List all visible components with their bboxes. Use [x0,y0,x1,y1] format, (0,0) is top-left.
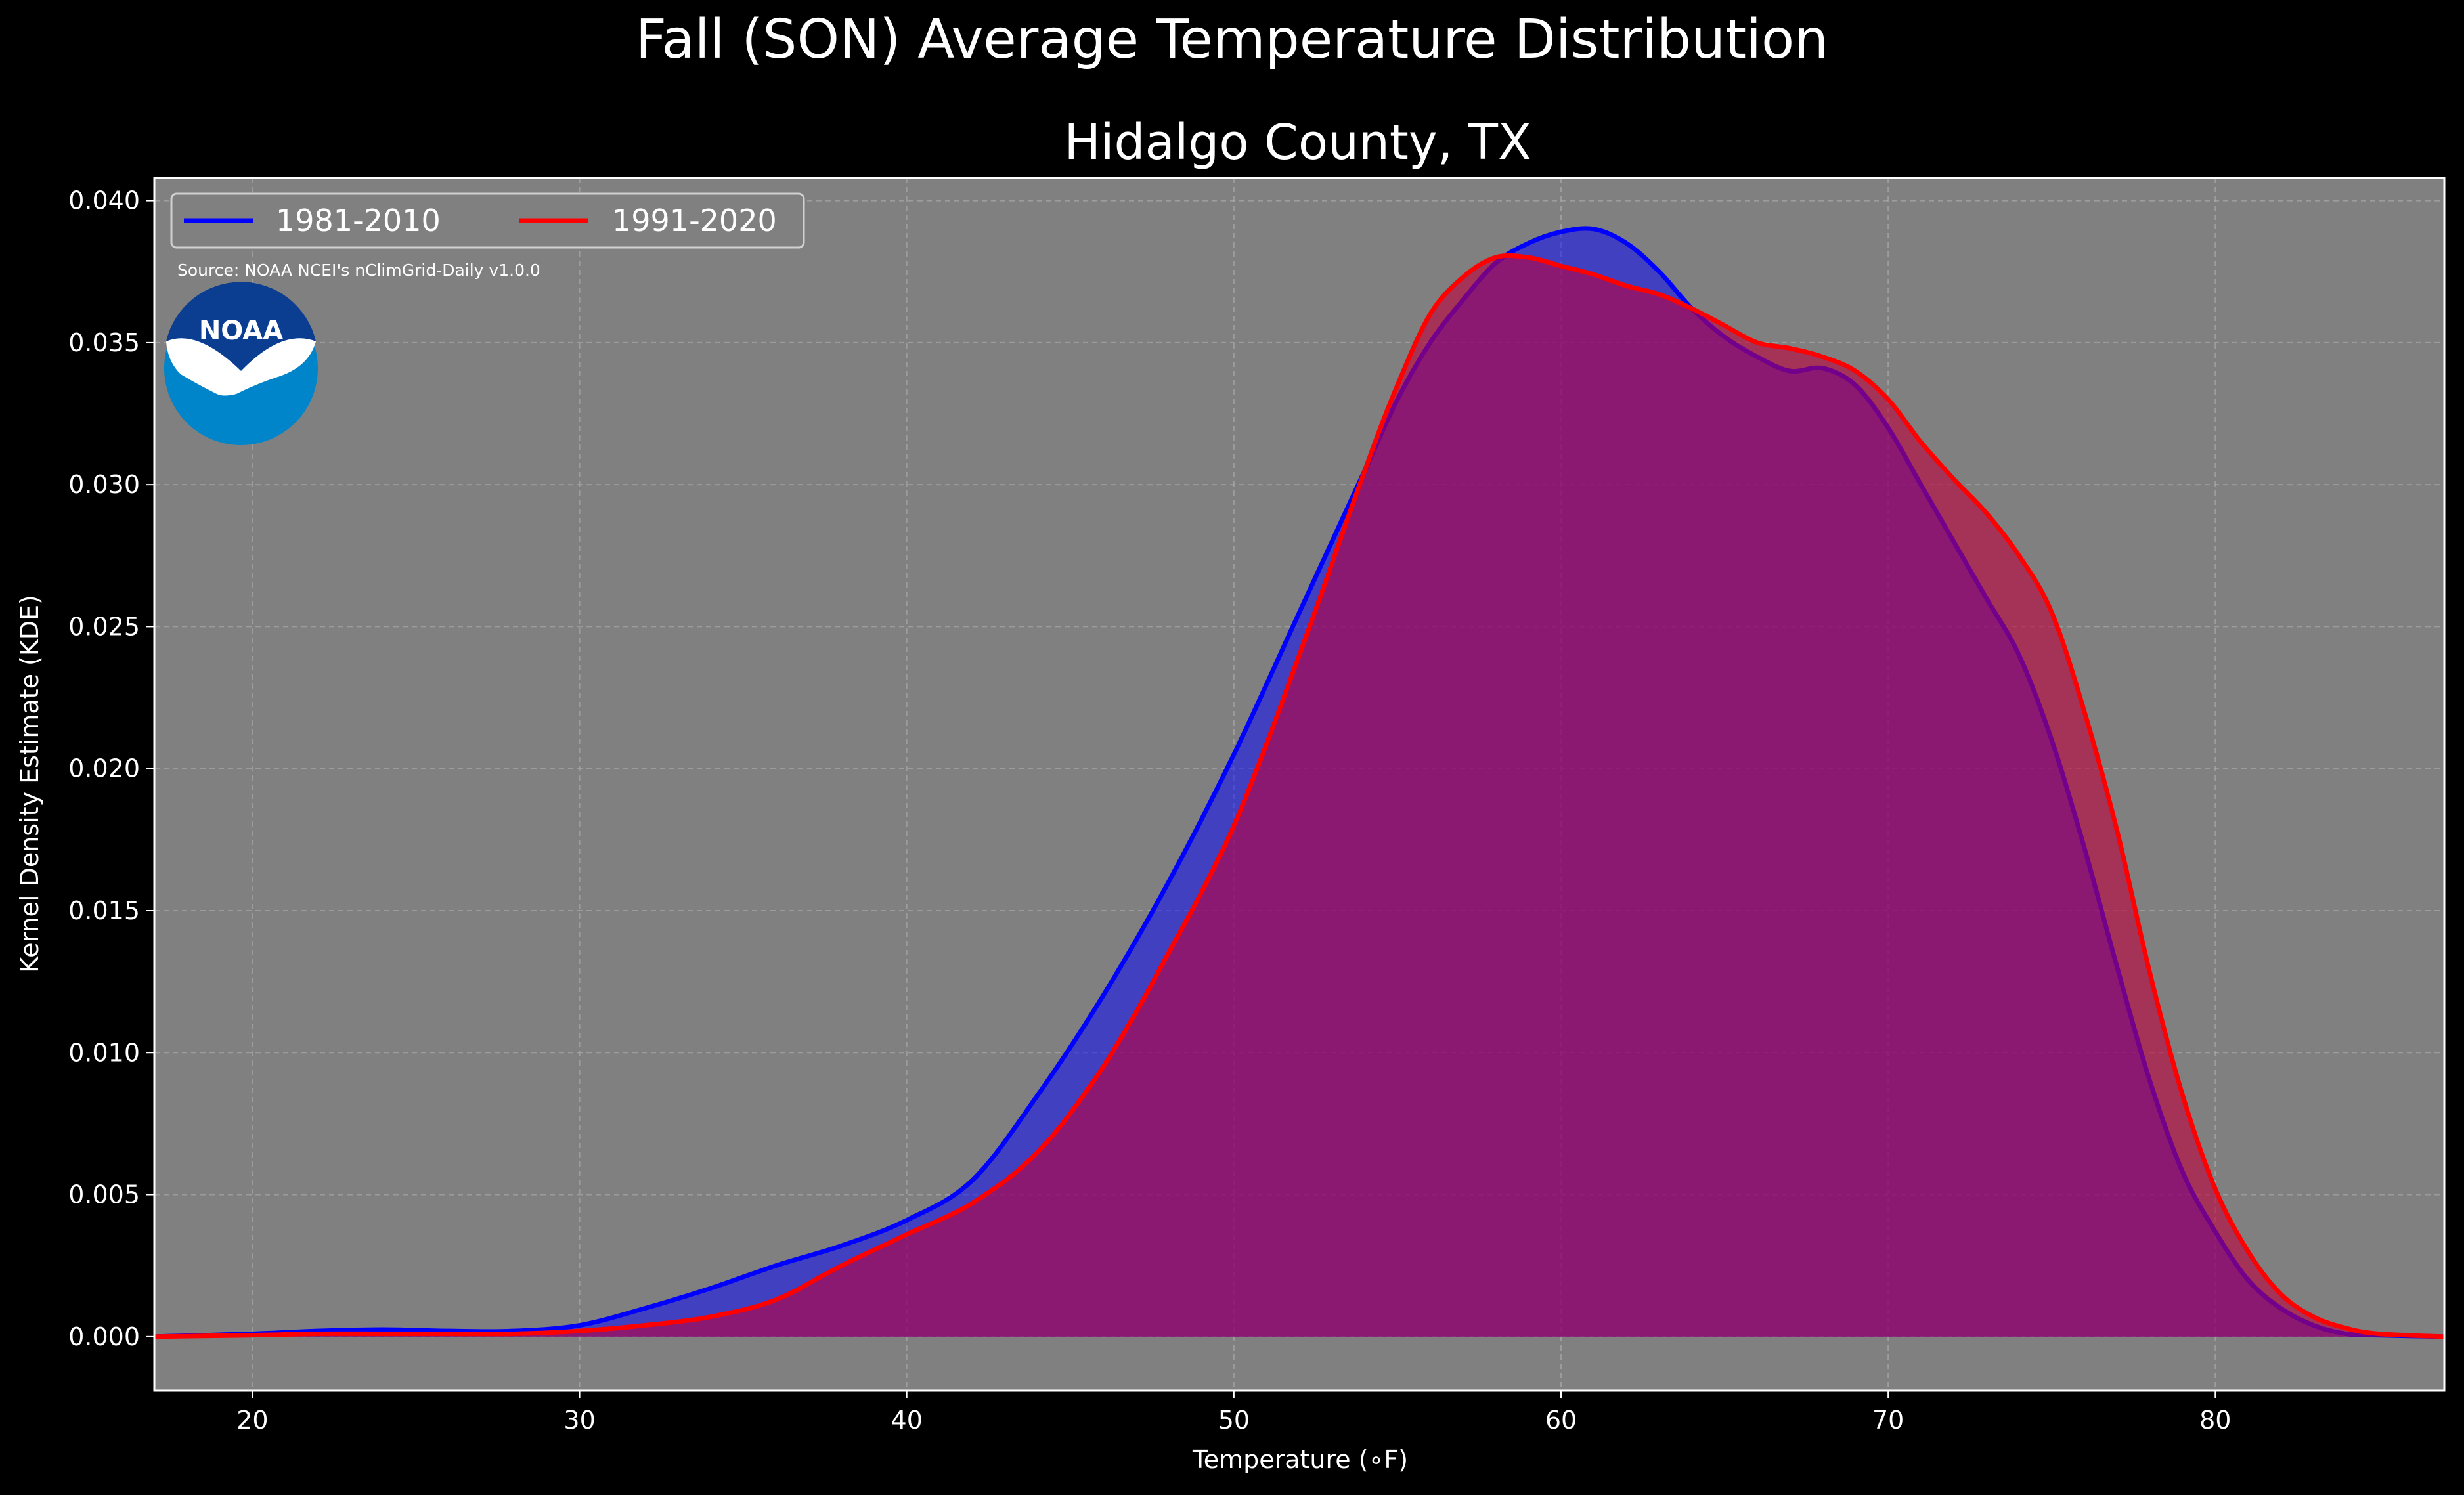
x-tick-label: 80 [2199,1406,2231,1435]
y-tick-label: 0.025 [68,612,140,641]
noaa-logo-icon: NOAA [164,282,318,445]
source-annotation: Source: NOAA NCEI's nClimGrid-Daily v1.0… [177,261,540,280]
x-tick-label: 50 [1218,1406,1250,1435]
y-tick-label: 0.035 [68,328,140,357]
legend-box [170,192,805,249]
y-tick-label: 0.015 [68,896,140,925]
noaa-logo-text: NOAA [199,316,283,346]
y-tick-label: 0.030 [68,470,140,499]
legend-label-1991-2020: 1991-2020 [612,203,777,238]
y-tick-label: 0.020 [68,754,140,783]
y-tick-label: 0.005 [68,1181,140,1209]
y-tick-label: 0.040 [68,186,140,215]
y-tick-label: 0.010 [68,1038,140,1067]
x-tick-label: 60 [1545,1406,1577,1435]
series-layer [154,226,2445,1339]
x-axis-label: Temperature (∘F) [1192,1445,1408,1474]
x-tick-label: 30 [563,1406,595,1435]
chart-title: Fall (SON) Average Temperature Distribut… [636,9,1828,71]
y-tick-label: 0.000 [68,1322,140,1351]
axis-ticks: 20 30 40 50 60 70 80 0.000 0.005 0.010 0.015 0.020 0… [68,186,2231,1435]
legend-label-1981-2010: 1981-2010 [276,203,441,238]
legend: 1981-2010 1991-2020 [170,192,805,249]
series-line-1991-2020 [154,253,2445,1339]
x-tick-label: 70 [1872,1406,1904,1435]
y-axis-label: Kernel Density Estimate (KDE) [15,595,44,973]
plot-frame [153,177,2446,1392]
series-area-1991-2020 [154,255,2444,1337]
chart-subtitle: Hidalgo County, TX [1064,114,1531,171]
x-tick-label: 20 [236,1406,268,1435]
x-tick-label: 40 [891,1406,923,1435]
